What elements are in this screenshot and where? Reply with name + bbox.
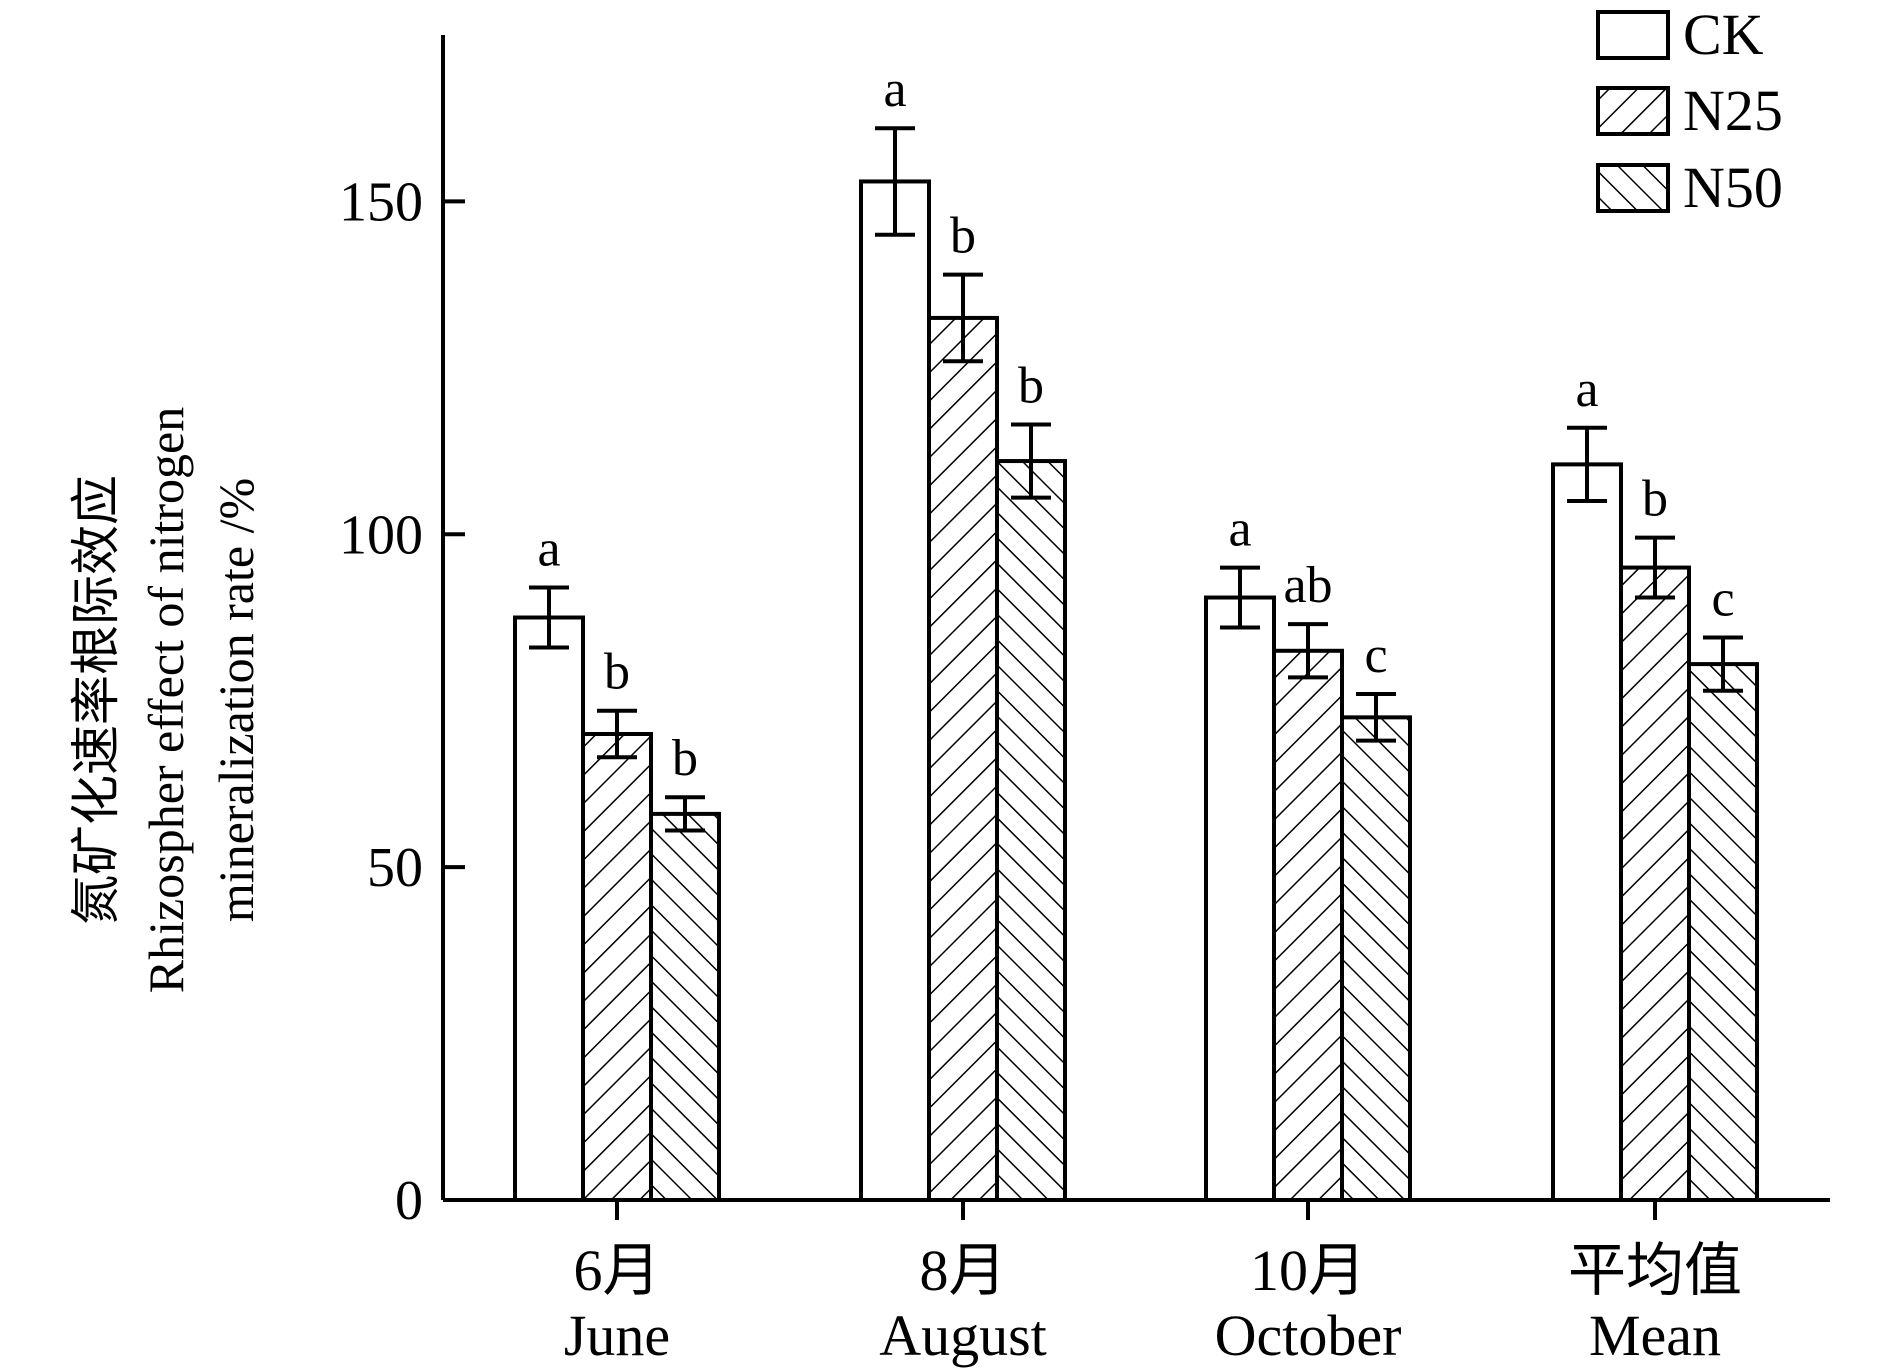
bar-n50: [649, 811, 721, 1203]
y-axis-title-line: mineralization rate /%: [208, 478, 264, 922]
y-tick-label: 0: [395, 1170, 423, 1232]
legend-label-n25: N25: [1683, 78, 1783, 143]
significance-letter: b: [604, 644, 630, 701]
category-label-en: June: [564, 1303, 670, 1368]
bar-n25: [581, 732, 653, 1202]
significance-letter: a: [883, 61, 906, 118]
bar-ck: [859, 179, 931, 1202]
legend-label-ck: CK: [1683, 2, 1764, 67]
y-axis-title: 氮矿化速率根际效应 Rhizospher effect of nitrogen mi…: [68, 407, 264, 993]
significance-letter: b: [1642, 471, 1668, 528]
category-label-en: Mean: [1589, 1303, 1721, 1368]
significance-letter: a: [1228, 501, 1251, 558]
category-label-cn: 6月: [573, 1238, 660, 1303]
bar-n25: [927, 315, 999, 1202]
significance-letter: b: [672, 730, 698, 787]
legend: CK N25 N50: [1596, 2, 1783, 220]
y-tick-label: 150: [339, 171, 423, 233]
y-tick-label: 50: [367, 837, 423, 899]
y-axis-title-line: Rhizospher effect of nitrogen: [138, 407, 194, 993]
category-label-cn: 8月: [919, 1238, 1006, 1303]
category-label-en: October: [1215, 1303, 1402, 1368]
bar-n25: [1619, 565, 1691, 1202]
significance-letter: b: [950, 208, 976, 265]
bar-n50: [1687, 662, 1759, 1202]
legend-label-n50: N50: [1683, 155, 1783, 220]
significance-letter: c: [1364, 627, 1387, 684]
significance-letter: a: [537, 521, 560, 578]
significance-letter: b: [1018, 357, 1044, 414]
category-label-en: August: [879, 1303, 1047, 1368]
legend-swatch-n50: [1596, 163, 1670, 213]
category-label-cn: 平均值: [1568, 1238, 1742, 1303]
bar-ck: [1204, 595, 1276, 1202]
legend-swatch-ck: [1596, 10, 1670, 60]
category-label-cn: 10月: [1250, 1238, 1366, 1303]
y-tick-label: 100: [339, 504, 423, 566]
bar-ck: [1551, 462, 1623, 1202]
significance-letter: ab: [1283, 557, 1332, 614]
y-axis-title-line: 氮矿化速率根际效应: [68, 475, 124, 925]
significance-letter: a: [1575, 361, 1598, 418]
significance-letter: c: [1711, 570, 1734, 627]
bar-n50: [995, 459, 1067, 1202]
bar-n25: [1272, 648, 1344, 1202]
legend-swatch-n25: [1596, 86, 1670, 136]
bar-ck: [513, 615, 585, 1202]
bar-n50: [1340, 715, 1412, 1202]
